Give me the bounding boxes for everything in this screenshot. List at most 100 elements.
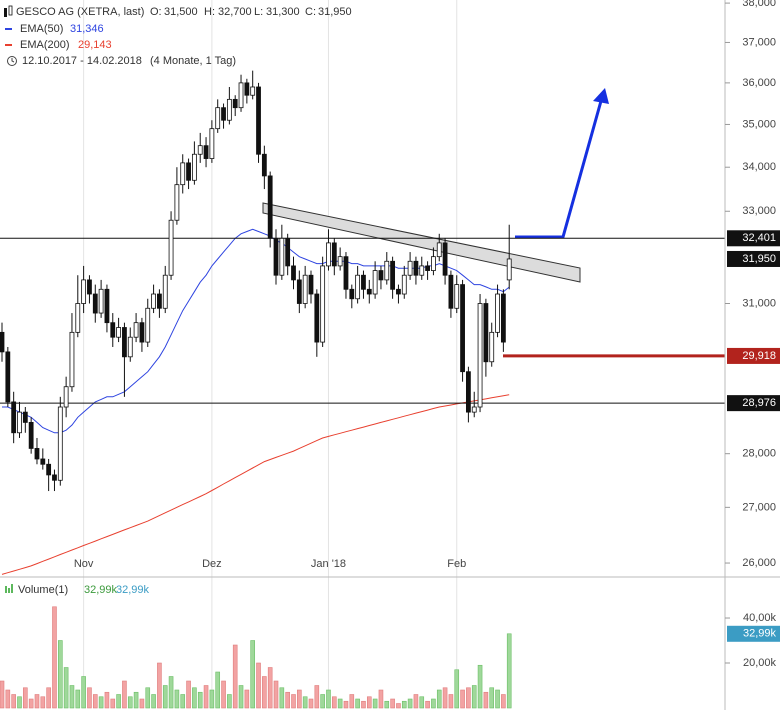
volume-bar [180,694,186,709]
volume-bar [419,696,425,709]
volume-title: Volume(1) [18,584,68,596]
volume-bar [332,696,337,709]
volume-bar [192,687,197,709]
volume-bar [139,698,145,709]
candle-body [17,411,22,434]
y-tick-label: 40,00k [743,612,777,624]
volume-bar [366,696,372,709]
drawings [262,88,609,283]
candle-body [378,270,384,281]
candle-body [483,303,489,363]
volume-bar [483,691,489,709]
x-tick-label: Dez [202,558,222,570]
candle-body [442,242,448,276]
candle-body [69,331,75,388]
candle-body [98,288,104,314]
candle-body [11,401,17,434]
candle-body [191,153,197,181]
candle-body [232,98,238,109]
candle-body [477,303,483,408]
volume-bar [291,694,296,709]
volume-bar [442,687,448,709]
candle-body [500,293,506,343]
candle-body [145,307,151,343]
volume-bar [145,687,151,709]
y-tick-label: 27,000 [742,501,776,513]
candle-body [407,260,413,276]
volume-bar [11,694,16,709]
candle-body [296,279,302,304]
volume-bar [413,694,419,709]
volume-bar [186,680,191,709]
candle-body [506,258,512,281]
candle-body [116,327,121,338]
y-tick-label: 34,000 [742,161,776,173]
close-label-box [727,250,780,267]
candle-body [127,336,133,358]
arrow-line [515,100,603,239]
y-tick-label: 35,000 [742,118,776,130]
ema-line [1,394,510,575]
volume-bar [92,694,98,709]
candle-body [180,162,186,186]
volume-bar [425,700,430,709]
volume-bar [431,698,436,709]
candle-body [46,463,52,476]
volume-bar [69,685,75,709]
y-tick-label: 33,000 [742,205,776,217]
candle-body [197,145,203,155]
level-label-box [727,347,780,364]
candle-body [279,237,285,276]
candle-body [174,184,180,221]
volume-bar [320,694,325,709]
candle-body [203,145,209,159]
volume-bar [5,689,11,709]
candle-body [110,322,116,338]
date-range: 12.10.2017 - 14.02.2018 [22,55,142,67]
volume-icon [5,586,7,593]
candle-body [261,153,267,177]
legend-label: EMA(200) [20,39,70,51]
volume-bar [81,676,86,709]
y-tick-label: 20,00k [743,657,777,669]
candle-body [221,107,226,121]
candle-body [28,422,34,449]
y-tick-label: 36,000 [742,77,776,89]
candle-body [122,327,127,358]
volume-bar [122,680,127,709]
candle-body [250,86,256,96]
volume-bar [460,689,465,709]
candle-body [401,274,407,295]
volume-bar [466,687,471,709]
candle-body [291,265,296,281]
volume-bar [57,640,63,709]
candle-body [308,274,314,295]
candle-body [320,265,326,343]
candle-body [465,371,471,413]
y-tick-label: 28,000 [742,448,776,460]
volume-bar [273,680,279,709]
volume-bar [17,696,22,709]
legend-value: 29,143 [78,39,112,51]
level-label: 32,401 [742,232,776,244]
volume-bar [267,667,273,709]
quote-key: C: [305,6,316,18]
x-tick-label: Nov [74,558,94,570]
y-tick-label: 37,000 [742,36,776,48]
plot [0,70,725,709]
candle-body [63,386,69,408]
volume-bar [355,698,360,709]
y-tick-label: 31,000 [742,297,776,309]
volume-bar [343,700,349,709]
candle-body [186,162,191,181]
grid [83,0,458,708]
legend: GESCO AG (XETRA, last) O: 31,500 H: 32,7… [4,5,352,596]
candle-body [448,274,454,309]
volume-bar [238,685,244,709]
candle-body [425,265,430,271]
volume-bar [262,676,267,709]
period: (4 Monate, 1 Tag) [150,55,236,67]
volume-bar [279,687,285,709]
